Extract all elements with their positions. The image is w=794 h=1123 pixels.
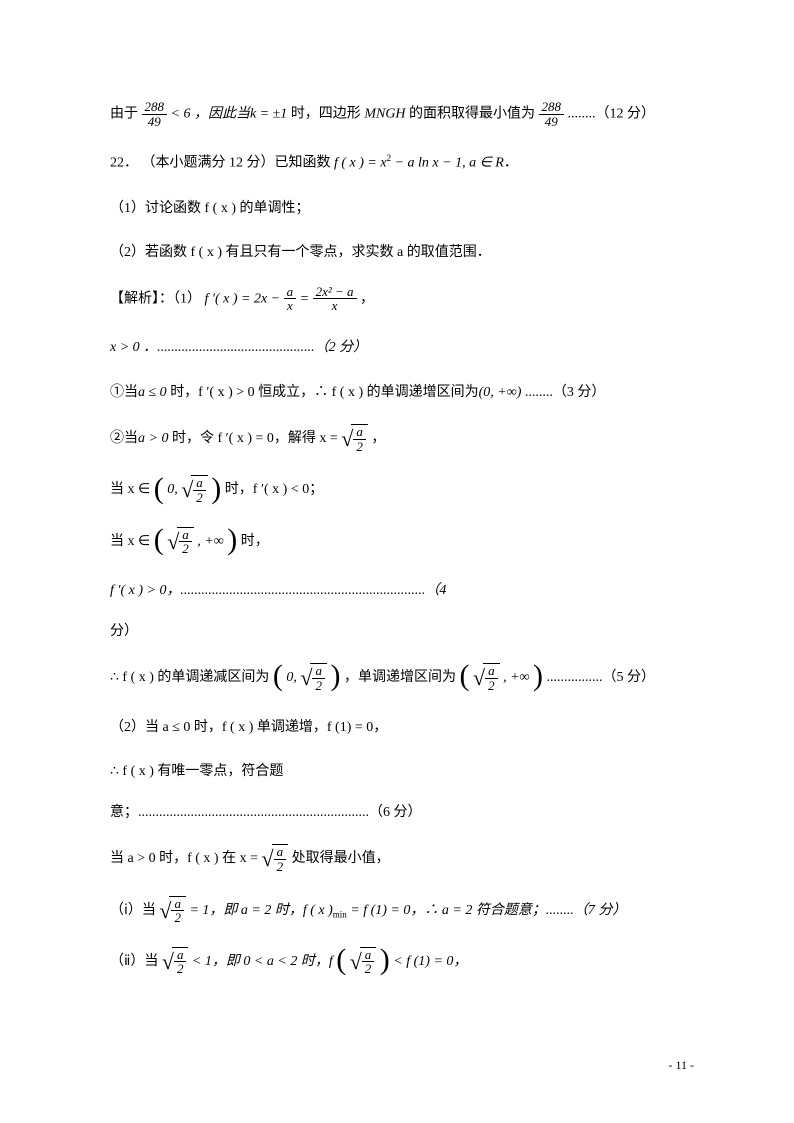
- line-5: 【解析】：（1） f ′( x ) = 2x − ax = 2x² − ax ，: [110, 285, 694, 313]
- sqrt: √a2: [181, 475, 208, 504]
- text: 时，四边形: [291, 106, 365, 121]
- period: ．: [504, 156, 518, 171]
- line-13: （2）当 a ≤ 0 时，f ( x ) 单调递增，f (1) = 0，: [110, 715, 694, 742]
- text: 由于: [110, 106, 138, 121]
- line-12: ∴ f ( x ) 的单调递减区间为 ( 0, √a2 ) ，单调递增区间为 (…: [110, 663, 694, 692]
- text: 时，令 f ′( x ) = 0，解得 x =: [172, 431, 341, 446]
- rparen-icon: ): [380, 949, 390, 970]
- text: （2）当 a ≤ 0 时，f ( x ) 单调递增，f (1) = 0，: [110, 720, 387, 735]
- zero: 0,: [286, 670, 300, 685]
- text: ，单调递增区间为: [344, 670, 456, 685]
- fraction: 28849: [539, 100, 565, 128]
- comma: ，: [371, 431, 385, 446]
- rparen-icon: ): [533, 665, 543, 686]
- math: − a ln x − 1, a ∈ R: [391, 156, 504, 171]
- page-number: - 11 -: [668, 1058, 694, 1073]
- text: ②当: [110, 431, 138, 446]
- text: ∴ f ( x ) 的单调递减区间为: [110, 670, 269, 685]
- sqrt: √a2: [350, 947, 377, 976]
- line-11: f ′( x ) > 0，...........................…: [110, 578, 694, 605]
- line-14b: 意；......................................…: [110, 800, 694, 827]
- line-14: ∴ f ( x ) 有唯一零点，符合题: [110, 759, 694, 786]
- qnum: 22．: [110, 156, 138, 171]
- line-4: （2）若函数 f ( x ) 有且只有一个零点，求实数 a 的取值范围．: [110, 240, 694, 267]
- text: （本小题满分 12 分）已知函数: [142, 156, 335, 171]
- line-8: ②当a > 0 时，令 f ′( x ) = 0，解得 x = √a2 ，: [110, 424, 694, 453]
- text: < 6 ，因此当: [171, 106, 250, 121]
- text: 意；......................................…: [110, 805, 422, 820]
- sqrt: √a2: [300, 663, 327, 692]
- math: a ≤ 0: [138, 385, 170, 400]
- lparen-icon: (: [154, 529, 164, 550]
- line-15: 当 a > 0 时，f ( x ) 在 x = √a2 处取得最小值，: [110, 844, 694, 873]
- text: （ⅰ）当: [110, 902, 159, 917]
- lparen-icon: (: [154, 478, 164, 499]
- score: ................（5 分）: [547, 670, 656, 685]
- line-16: （ⅰ）当 √a2 = 1，即 a = 2 时，f ( x )min = f (1…: [110, 896, 694, 925]
- text: （ⅱ）当: [110, 954, 162, 969]
- line-1: 由于 28849 < 6 ，因此当k = ±1 时，四边形 MNGH 的面积取得…: [110, 100, 694, 128]
- text: 处取得最小值，: [292, 851, 390, 866]
- text: （2）若函数 f ( x ) 有且只有一个零点，求实数 a 的取值范围．: [110, 245, 491, 260]
- text: 分）: [110, 624, 138, 639]
- rparen-icon: ): [227, 529, 237, 550]
- mngh: MNGH: [364, 106, 405, 121]
- sqrt: √a2: [341, 424, 368, 453]
- sqrt: √a2: [162, 947, 189, 976]
- comma: ，: [360, 291, 374, 306]
- page: 由于 28849 < 6 ，因此当k = ±1 时，四边形 MNGH 的面积取得…: [0, 0, 794, 1123]
- sqrt: √a2: [159, 896, 186, 925]
- score: ........（3 分）: [525, 385, 606, 400]
- text: 时，f ′( x ) > 0 恒成立，∴ f ( x ) 的单调递增区间为: [170, 385, 478, 400]
- rparen-icon: ): [211, 478, 221, 499]
- lparen-icon: (: [336, 949, 346, 970]
- sub-min: min: [333, 909, 347, 919]
- math: f ( x ) = x: [334, 156, 387, 171]
- eq: =: [300, 291, 313, 306]
- sqrt: √a2: [167, 527, 194, 556]
- text: 当 x ∈: [110, 482, 154, 497]
- text: 时，f ′( x ) < 0；: [225, 482, 323, 497]
- rparen-icon: ): [330, 665, 340, 686]
- text: x > 0 ．.................................…: [110, 340, 367, 355]
- text: ①当: [110, 385, 138, 400]
- text: 的面积取得最小值为: [409, 106, 535, 121]
- math: f ′( x ) = 2x −: [205, 291, 284, 306]
- text: 【解析】：（1）: [110, 291, 201, 306]
- sqrt: √a2: [262, 844, 289, 873]
- sqrt: √a2: [473, 663, 500, 692]
- text: 当 x ∈: [110, 534, 154, 549]
- line-3: （1）讨论函数 f ( x ) 的单调性；: [110, 196, 694, 223]
- line-2: 22． （本小题满分 12 分）已知函数 f ( x ) = x2 − a ln…: [110, 150, 694, 177]
- interval: (0, +∞): [479, 385, 522, 400]
- text: （1）讨论函数 f ( x ) 的单调性；: [110, 201, 310, 216]
- score: ........（12 分）: [568, 106, 656, 121]
- text: = f (1) = 0，∴ a = 2 符合题意；........（7 分）: [350, 902, 626, 917]
- line-17: （ⅱ）当 √a2 < 1，即 0 < a < 2 时，f ( √a2 ) < f…: [110, 947, 694, 976]
- lparen-icon: (: [459, 665, 469, 686]
- line-9: 当 x ∈ ( 0, √a2 ) 时，f ′( x ) < 0；: [110, 475, 694, 504]
- text: f ′( x ) > 0，...........................…: [110, 583, 446, 598]
- line-10: 当 x ∈ ( √a2 , +∞ ) 时，: [110, 527, 694, 556]
- math: k = ±1: [250, 106, 287, 121]
- zero: 0,: [167, 482, 181, 497]
- line-7: ①当a ≤ 0 时，f ′( x ) > 0 恒成立，∴ f ( x ) 的单调…: [110, 380, 694, 407]
- text: < f (1) = 0，: [393, 954, 467, 969]
- fraction: ax: [284, 285, 297, 313]
- text: 时，: [241, 534, 269, 549]
- math: a > 0: [138, 431, 172, 446]
- text: ∴ f ( x ) 有唯一零点，符合题: [110, 764, 283, 779]
- inf: , +∞: [503, 670, 529, 685]
- line-11b: 分）: [110, 619, 694, 646]
- text: < 1，即 0 < a < 2 时，f: [192, 954, 336, 969]
- line-6: x > 0 ．.................................…: [110, 335, 694, 362]
- text: = 1，即 a = 2 时，f ( x ): [189, 902, 332, 917]
- text: 当 a > 0 时，f ( x ) 在 x =: [110, 851, 262, 866]
- fraction: 28849: [142, 100, 168, 128]
- lparen-icon: (: [273, 665, 283, 686]
- fraction: 2x² − ax: [313, 285, 357, 313]
- inf: , +∞: [197, 534, 223, 549]
